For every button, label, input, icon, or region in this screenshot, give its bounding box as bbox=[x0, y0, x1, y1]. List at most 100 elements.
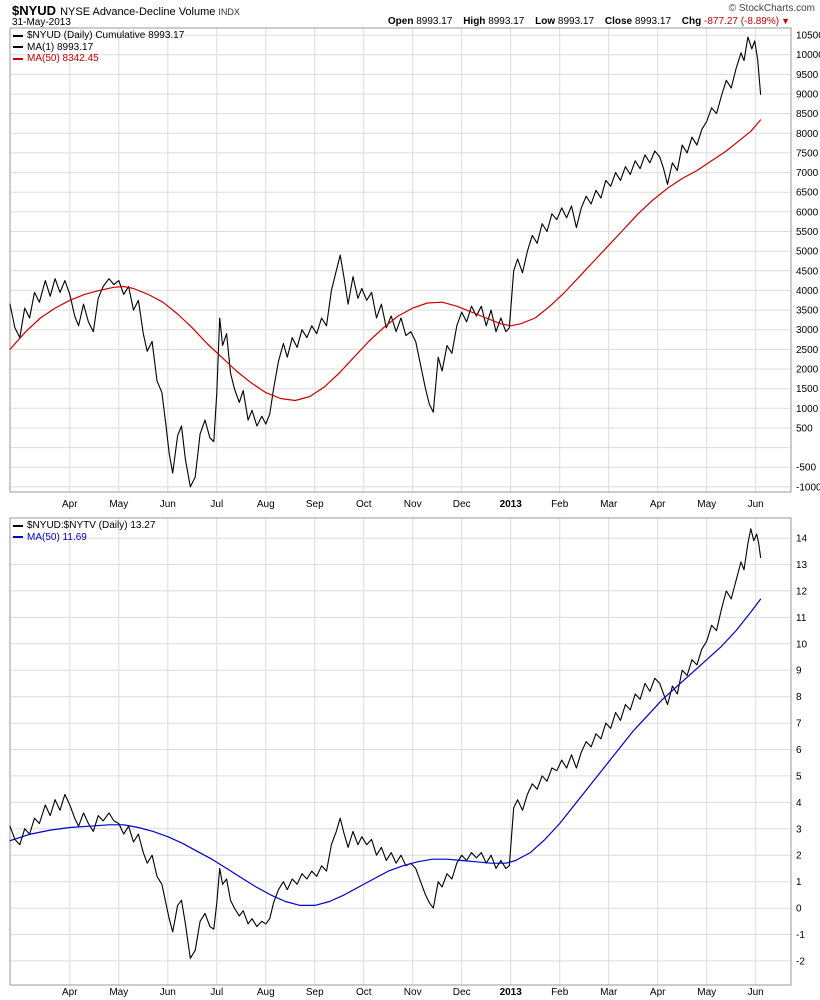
line-swatch-icon bbox=[13, 34, 23, 37]
y-axis-label: 500 bbox=[796, 424, 813, 435]
y-axis-label: 4000 bbox=[796, 286, 819, 297]
legend-label: MA(1) 8993.17 bbox=[27, 41, 94, 53]
y-axis-label: 14 bbox=[796, 534, 808, 545]
y-axis-label: 3500 bbox=[796, 306, 819, 317]
quote-low: Low 8993.17 bbox=[535, 16, 594, 27]
y-axis-label: -2 bbox=[796, 956, 805, 967]
legend-label: $NYUD (Daily) Cumulative 8993.17 bbox=[27, 30, 185, 42]
y-axis-label: 1500 bbox=[796, 384, 819, 395]
y-axis-label: 3000 bbox=[796, 325, 819, 336]
y-axis-label: 2000 bbox=[796, 365, 819, 376]
quote-change: Chg -877.27 (-8.89%) ▼ bbox=[682, 16, 790, 27]
y-axis-label: 2500 bbox=[796, 345, 819, 356]
x-axis-label: Oct bbox=[356, 499, 372, 510]
y-axis-label: 12 bbox=[796, 586, 808, 597]
x-axis-label: Apr bbox=[62, 987, 78, 998]
x-axis-label: Jul bbox=[210, 499, 223, 510]
quote-high: High 8993.17 bbox=[463, 16, 524, 27]
plot-border bbox=[9, 27, 792, 493]
x-axis-label: Oct bbox=[356, 987, 372, 998]
y-axis-label: 13 bbox=[796, 560, 808, 571]
x-axis-label: Apr bbox=[650, 499, 666, 510]
x-axis-label: Apr bbox=[650, 987, 666, 998]
quote-close: Close 8993.17 bbox=[605, 16, 671, 27]
y-axis-label: 6500 bbox=[796, 188, 819, 199]
y-axis-label: 9000 bbox=[796, 90, 819, 101]
y-axis-label: 5500 bbox=[796, 227, 819, 238]
x-axis-label: Aug bbox=[257, 987, 275, 998]
y-axis-label: 6 bbox=[796, 745, 802, 756]
x-axis-label: Feb bbox=[551, 987, 569, 998]
x-axis-label: Mar bbox=[600, 499, 618, 510]
quote-open-label: Open bbox=[387, 16, 414, 27]
quote-close-label: Close bbox=[604, 16, 633, 27]
quote-low-label: Low bbox=[535, 16, 556, 27]
y-axis-label: 2 bbox=[796, 851, 802, 862]
symbol: $NYUD bbox=[12, 3, 57, 18]
legend-item-main: $NYUD:$NYTV (Daily) 13.27 bbox=[13, 520, 155, 532]
line-swatch-icon bbox=[13, 46, 23, 49]
x-axis-label: Aug bbox=[257, 499, 275, 510]
plot-border bbox=[9, 517, 792, 986]
copyright: © StockCharts.com bbox=[728, 3, 815, 14]
chart-title-suffix: INDX bbox=[218, 7, 240, 17]
x-axis-label: Jun bbox=[748, 499, 764, 510]
y-axis-label: -1 bbox=[796, 930, 805, 941]
y-axis-label: 4 bbox=[796, 798, 802, 809]
y-axis-label: 4500 bbox=[796, 266, 819, 277]
quote-change-value: -877.27 (-8.89%) bbox=[704, 16, 780, 27]
x-axis-label: Nov bbox=[404, 987, 422, 998]
legend-item-ma50: MA(50) 11.69 bbox=[13, 532, 155, 544]
x-axis-label: May bbox=[109, 499, 128, 510]
quote-open-value: 8993.17 bbox=[416, 16, 453, 27]
y-axis-label: 6000 bbox=[796, 207, 819, 218]
quote-bar: Open 8993.17 High 8993.17 Low 8993.17 Cl… bbox=[380, 16, 790, 27]
series-NYUD-NYTV-ratio bbox=[9, 528, 762, 959]
legend-item-ma1: MA(1) 8993.17 bbox=[13, 42, 184, 54]
x-axis-label: Jun bbox=[160, 987, 176, 998]
y-axis-label: -1000 bbox=[796, 482, 820, 493]
x-axis-label: Feb bbox=[551, 499, 569, 510]
y-axis-label: 8000 bbox=[796, 129, 819, 140]
x-axis-label: Dec bbox=[453, 987, 471, 998]
chart-panel-0: 10500 10000 9500 9000 8500 8000 7500 7000 6500 60… bbox=[9, 27, 820, 510]
y-axis-label: -500 bbox=[796, 463, 816, 474]
y-axis-label: 7 bbox=[796, 719, 802, 730]
quote-low-value: 8993.17 bbox=[557, 16, 595, 27]
series-MA50 bbox=[9, 119, 762, 402]
x-axis-label: Jun bbox=[160, 499, 176, 510]
x-axis-label: May bbox=[697, 987, 716, 998]
y-axis-label: 5000 bbox=[796, 247, 819, 258]
series-MA50 bbox=[9, 598, 762, 907]
x-axis-label: Jul bbox=[210, 987, 223, 998]
legend-item-ma50: MA(50) 8342.45 bbox=[13, 53, 184, 65]
y-axis-label: 0 bbox=[796, 904, 802, 915]
x-axis-label: May bbox=[109, 987, 128, 998]
y-axis-label: 9500 bbox=[796, 70, 819, 81]
y-axis-label: 5 bbox=[796, 771, 802, 782]
x-axis-label: May bbox=[697, 499, 716, 510]
quote-high-value: 8993.17 bbox=[488, 16, 525, 27]
x-axis-label: Dec bbox=[453, 499, 471, 510]
y-axis-label: 9 bbox=[796, 666, 802, 677]
legend-label: $NYUD:$NYTV (Daily) 13.27 bbox=[27, 520, 156, 532]
y-axis-label: 3 bbox=[796, 824, 802, 835]
x-axis-label: Nov bbox=[404, 499, 422, 510]
line-swatch-icon bbox=[13, 524, 23, 527]
change-down-icon: ▼ bbox=[781, 16, 790, 26]
x-axis-label: Apr bbox=[62, 499, 78, 510]
y-axis-label: 11 bbox=[796, 613, 807, 624]
x-axis-label: Sep bbox=[306, 987, 324, 998]
y-axis-label: 8500 bbox=[796, 109, 819, 120]
quote-close-value: 8993.17 bbox=[634, 16, 672, 27]
y-axis-label: 10500 bbox=[796, 31, 820, 42]
line-swatch-icon bbox=[13, 57, 23, 60]
quote-open: Open 8993.17 bbox=[388, 16, 453, 27]
quote-high-label: High bbox=[463, 16, 486, 27]
y-axis-label: 10 bbox=[796, 639, 808, 650]
x-axis-label: 2013 bbox=[500, 987, 523, 998]
y-axis-label: 1000 bbox=[796, 404, 819, 415]
